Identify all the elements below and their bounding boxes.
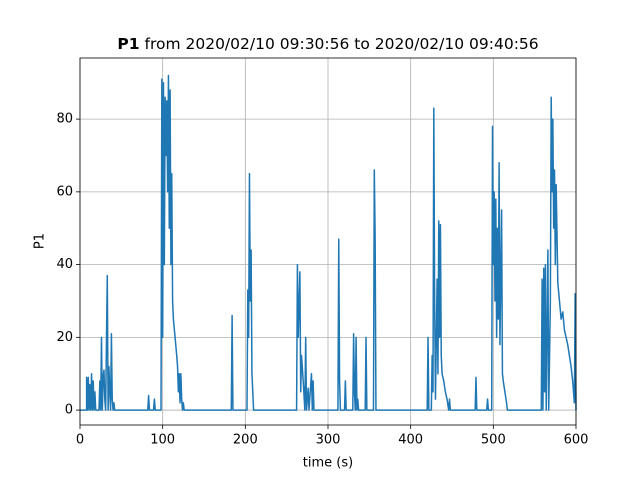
y-tick-label: 80: [56, 112, 73, 127]
x-axis-label: time (s): [303, 456, 353, 471]
x-tick-label: 500: [481, 433, 506, 448]
x-tick-label: 100: [150, 433, 175, 448]
title-bold: P1: [117, 35, 139, 53]
plot-frame: [79, 57, 577, 426]
title-text: from 2020/02/10 09:30:56 to 2020/02/10 0…: [144, 35, 538, 53]
x-tick-label: 300: [316, 433, 341, 448]
x-tick-label: 0: [76, 433, 84, 448]
series-line: [80, 74, 577, 411]
y-tick-label: 0: [65, 403, 73, 418]
y-axis-label: P1: [33, 233, 48, 249]
x-tick-label: 400: [398, 433, 423, 448]
x-tick-label: 200: [233, 433, 258, 448]
x-tick-label: 600: [564, 433, 589, 448]
y-tick-label: 60: [56, 184, 73, 199]
y-tick-label: 20: [56, 330, 73, 345]
chart-title: P1 from 2020/02/10 09:30:56 to 2020/02/10…: [117, 35, 538, 53]
y-tick-label: 40: [56, 257, 73, 272]
